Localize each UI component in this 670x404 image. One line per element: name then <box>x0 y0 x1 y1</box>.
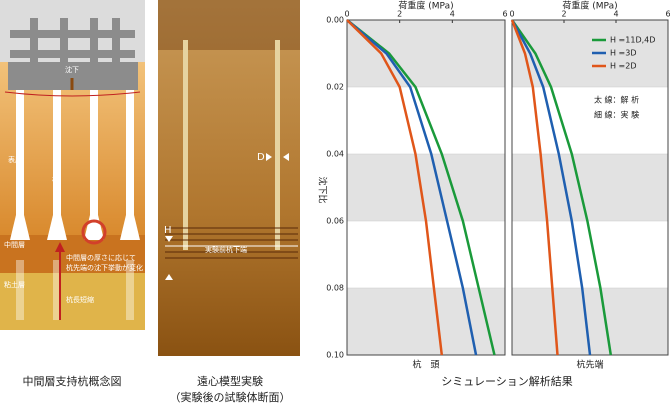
x-tick-label: 6 <box>502 10 507 19</box>
x-tick-label: 2 <box>397 10 402 19</box>
caption: シミュレーション解析結果 <box>441 374 573 388</box>
x-axis-title: 荷重度 (MPa) <box>562 0 617 12</box>
plot-frame <box>346 19 506 356</box>
band <box>512 288 668 355</box>
y-axis-title: 沈下比 <box>317 176 329 203</box>
x-tick-label: 6 <box>665 10 670 19</box>
concept-diagram: 沈下 表層 杭 中間層 中間層の厚さに応じて 杭先端の沈下挙動が変化 粘土層 杭… <box>0 0 145 388</box>
band <box>347 154 505 221</box>
legend-label: H =3D <box>610 49 637 58</box>
y-tick-label: 0.02 <box>326 83 344 92</box>
legend-label: H =11D,4D <box>610 36 655 45</box>
panel-label: 杭 頭 <box>412 359 439 371</box>
line <box>510 19 613 356</box>
legend-label: H =2D <box>610 62 637 71</box>
caption: 中間層支持杭概念図 <box>23 374 122 388</box>
label: 実験前杭下端 <box>205 245 247 254</box>
x-tick-label: 0 <box>344 10 349 19</box>
photo: D H 実験前杭下端 遠心模型実験 （実験後の試験体断面） <box>158 0 300 404</box>
label: D <box>257 152 265 163</box>
line <box>510 19 559 356</box>
label: 杭 <box>52 175 59 184</box>
note: 細 線：実 験 <box>594 110 639 120</box>
label: 沈下 <box>65 65 79 74</box>
y-tick-label: 0.10 <box>326 351 344 360</box>
line <box>346 19 496 356</box>
label: 杭長短縮 <box>66 295 94 304</box>
label: 粘土層 <box>4 280 25 289</box>
band <box>512 154 668 221</box>
line <box>346 19 478 356</box>
x-tick-label: 0 <box>509 10 514 19</box>
caption: （実験後の試験体断面） <box>170 390 291 404</box>
x-tick-label: 2 <box>561 10 566 19</box>
note: 太 線：解 析 <box>594 95 639 105</box>
line <box>346 19 444 356</box>
label: 中間層 <box>4 240 25 249</box>
y-tick-label: 0.04 <box>326 150 344 159</box>
y-tick-label: 0.00 <box>326 16 344 25</box>
x-axis-title: 荷重度 (MPa) <box>398 0 453 12</box>
y-tick-label: 0.08 <box>326 284 344 293</box>
band <box>347 288 505 355</box>
panel-label: 杭先端 <box>576 359 603 371</box>
caption: 遠心模型実験 <box>197 374 263 388</box>
label: 中間層の厚さに応じて <box>66 253 136 262</box>
x-tick-label: 4 <box>613 10 618 19</box>
label: H <box>164 225 172 236</box>
plots: 0.00 0.02 0.04 0.06 0.08 0.10 0 2 4 6 杭 頭 0 2 4 6 杭先端 H … <box>326 10 670 371</box>
label: 杭先端の沈下挙動が変化 <box>66 263 143 272</box>
label: 表層 <box>8 155 22 164</box>
band <box>347 20 505 87</box>
y-tick-label: 0.06 <box>326 217 344 226</box>
line <box>510 19 592 356</box>
x-tick-label: 4 <box>450 10 455 19</box>
